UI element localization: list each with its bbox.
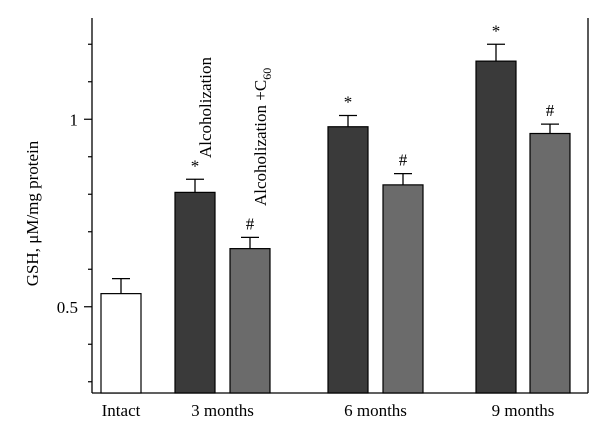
series-label-base: Alcoholization +C xyxy=(251,80,270,206)
labels: 0.5 1 Intact * #3 months * #6 months * #9 months xyxy=(57,21,555,420)
significance-mark: # xyxy=(246,214,255,233)
y-axis-label: GSH, μM/mg protein xyxy=(23,140,42,286)
bar xyxy=(327,126,369,394)
series-labels: Alcoholization Alcoholization +C60 xyxy=(196,56,274,206)
significance-mark: * xyxy=(492,21,501,40)
bar xyxy=(475,60,517,394)
category-label: Intact xyxy=(102,401,141,420)
bar xyxy=(382,184,424,394)
significance-mark: # xyxy=(399,151,408,170)
significance-mark: * xyxy=(191,156,200,175)
category-label: 6 months xyxy=(344,401,407,420)
bars xyxy=(100,43,571,394)
y-tick-label: 0.5 xyxy=(57,298,78,317)
significance-mark: # xyxy=(546,101,555,120)
bar xyxy=(529,132,571,394)
bar xyxy=(174,191,216,394)
bar xyxy=(229,248,271,394)
significance-mark: * xyxy=(344,93,353,112)
category-label: 3 months xyxy=(191,401,254,420)
series-label-subscript: 60 xyxy=(260,68,274,80)
series-label-alcoholization: Alcoholization xyxy=(196,56,215,158)
bar xyxy=(100,293,142,394)
category-label: 9 months xyxy=(492,401,555,420)
series-label-alcoholization-c60: Alcoholization +C60 xyxy=(251,68,274,206)
y-tick-label: 1 xyxy=(70,110,79,129)
